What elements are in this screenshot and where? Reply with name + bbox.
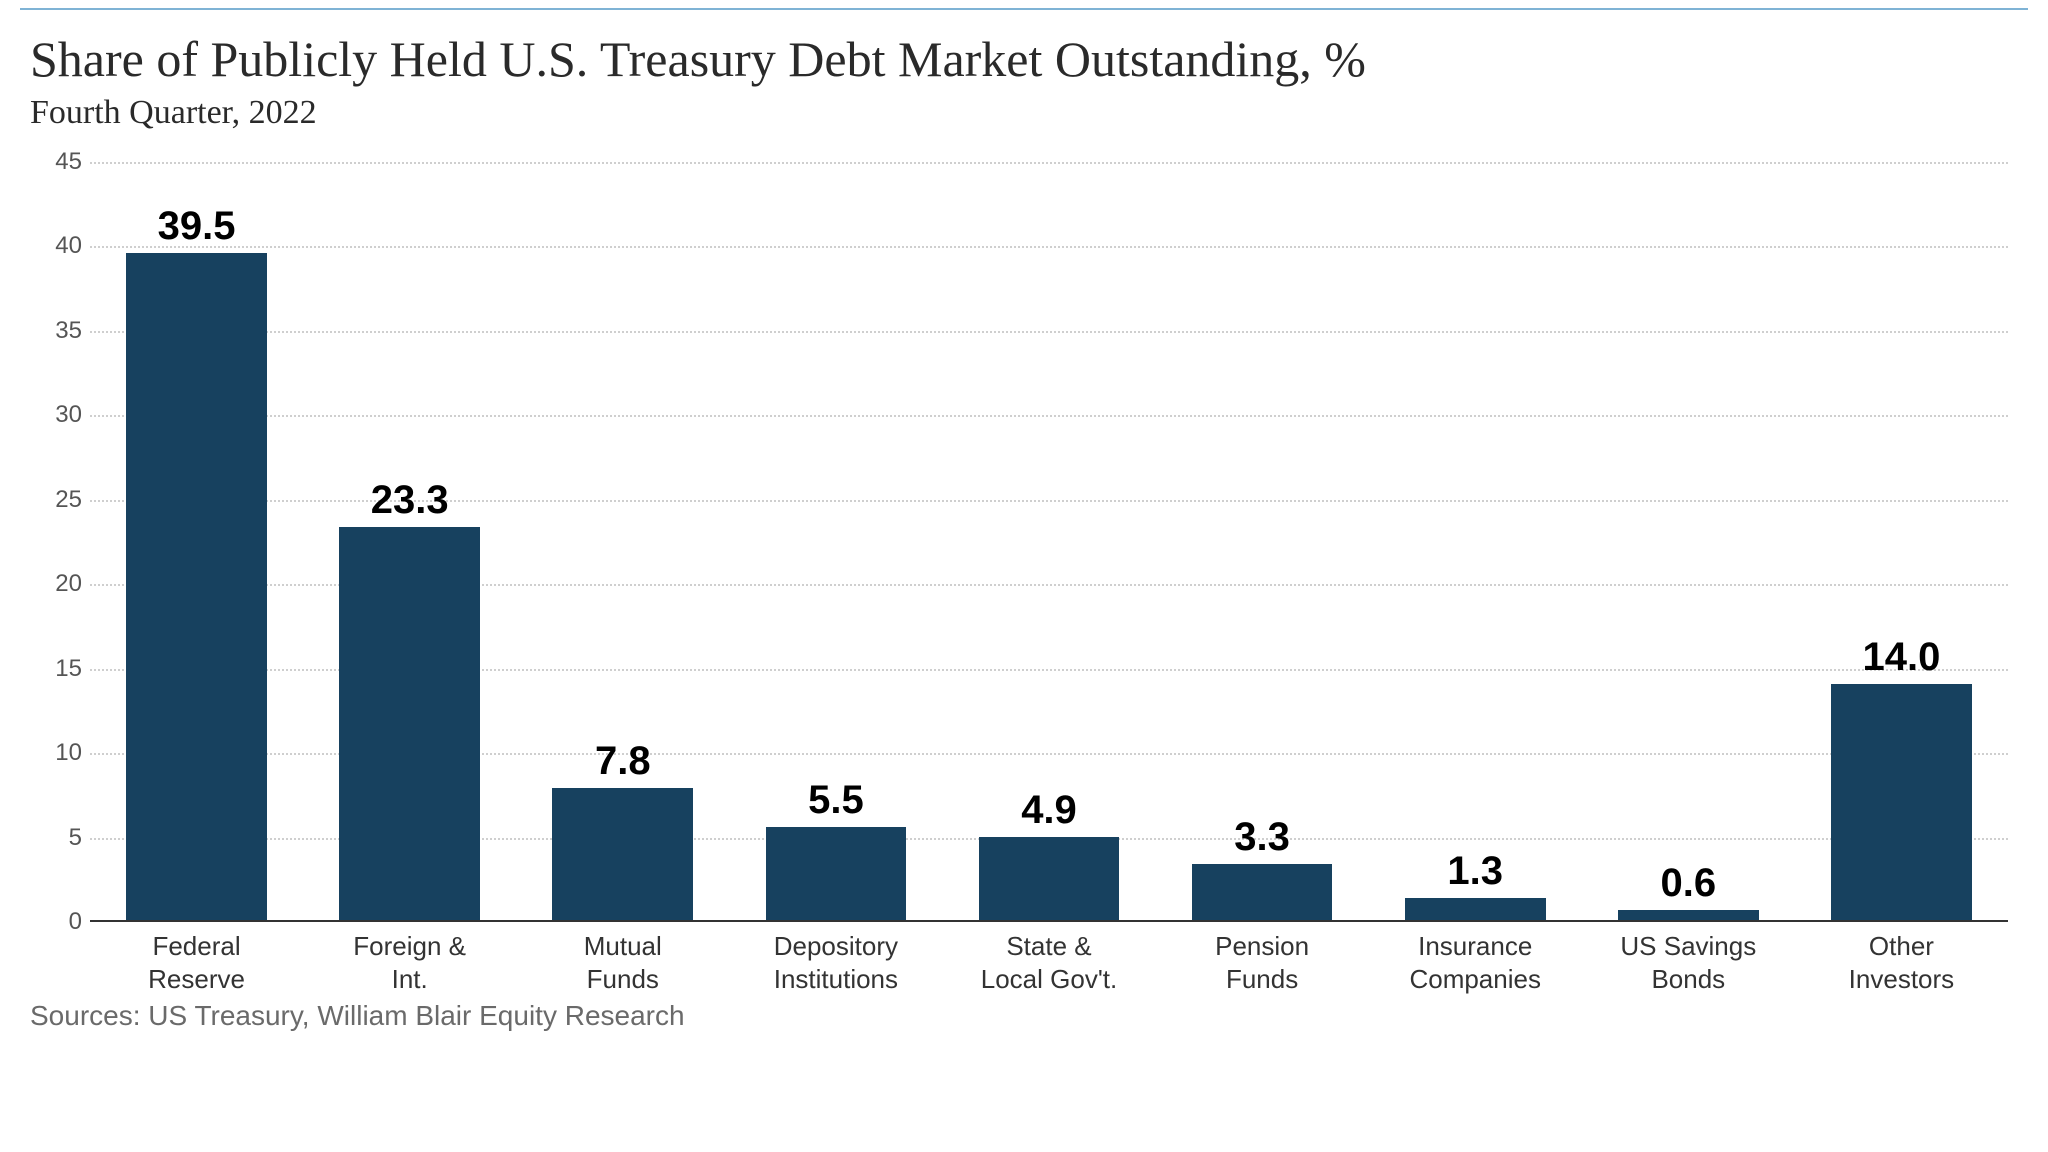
bar-value-label: 3.3: [1234, 815, 1290, 860]
bar: [1192, 864, 1333, 920]
y-tick-label: 35: [55, 317, 82, 345]
x-axis-label: State &Local Gov't.: [942, 930, 1155, 995]
bars-group: 39.5 23.3 7.8 5.5 4.9 3.3 1.3 0.6 14.0: [90, 162, 2008, 920]
bar: [979, 837, 1120, 920]
y-tick-label: 15: [55, 655, 82, 683]
y-tick-label: 30: [55, 401, 82, 429]
bar-slot: 39.5: [90, 162, 303, 920]
bar: [1831, 684, 1972, 920]
bar-value-label: 7.8: [595, 739, 651, 784]
bar: [126, 253, 267, 920]
bar-slot: 3.3: [1156, 162, 1369, 920]
chart-title: Share of Publicly Held U.S. Treasury Deb…: [30, 30, 2018, 88]
y-axis: 051015202530354045: [30, 162, 90, 922]
x-axis-label: InsuranceCompanies: [1369, 930, 1582, 995]
bar: [552, 788, 693, 920]
x-axis-label: MutualFunds: [516, 930, 729, 995]
x-axis-label: FederalReserve: [90, 930, 303, 995]
y-tick-label: 45: [55, 148, 82, 176]
x-axis-label: Foreign &Int.: [303, 930, 516, 995]
y-tick-label: 20: [55, 570, 82, 598]
bar-slot: 0.6: [1582, 162, 1795, 920]
chart-container: Share of Publicly Held U.S. Treasury Deb…: [0, 10, 2048, 1032]
bar-slot: 1.3: [1369, 162, 1582, 920]
bar-slot: 5.5: [729, 162, 942, 920]
bar-slot: 7.8: [516, 162, 729, 920]
bar-value-label: 4.9: [1021, 788, 1077, 833]
bar: [1618, 910, 1759, 920]
plot-region: 39.5 23.3 7.8 5.5 4.9 3.3 1.3 0.6 14.0: [90, 162, 2008, 922]
x-axis-labels: FederalReserveForeign &Int.MutualFundsDe…: [90, 930, 2008, 995]
x-axis-label: DepositoryInstitutions: [729, 930, 942, 995]
bar-value-label: 39.5: [158, 204, 236, 249]
bar-slot: 23.3: [303, 162, 516, 920]
bar-value-label: 1.3: [1447, 849, 1503, 894]
x-axis-label: PensionFunds: [1156, 930, 1369, 995]
bar-value-label: 5.5: [808, 778, 864, 823]
bar: [339, 527, 480, 921]
y-tick-label: 5: [69, 824, 82, 852]
chart-subtitle: Fourth Quarter, 2022: [30, 94, 2018, 132]
chart-source: Sources: US Treasury, William Blair Equi…: [30, 1000, 2018, 1032]
y-tick-label: 0: [69, 908, 82, 936]
y-tick-label: 10: [55, 739, 82, 767]
bar-slot: 14.0: [1795, 162, 2008, 920]
chart-plot-area: 051015202530354045 39.523.37.85.54.93.31…: [30, 162, 2018, 982]
bar-value-label: 23.3: [371, 478, 449, 523]
x-axis-label: OtherInvestors: [1795, 930, 2008, 995]
bar: [1405, 898, 1546, 920]
bar: [766, 827, 907, 920]
bar-slot: 4.9: [942, 162, 1155, 920]
y-tick-label: 40: [55, 232, 82, 260]
x-axis-label: US SavingsBonds: [1582, 930, 1795, 995]
bar-value-label: 0.6: [1661, 861, 1717, 906]
y-tick-label: 25: [55, 486, 82, 514]
bar-value-label: 14.0: [1863, 635, 1941, 680]
